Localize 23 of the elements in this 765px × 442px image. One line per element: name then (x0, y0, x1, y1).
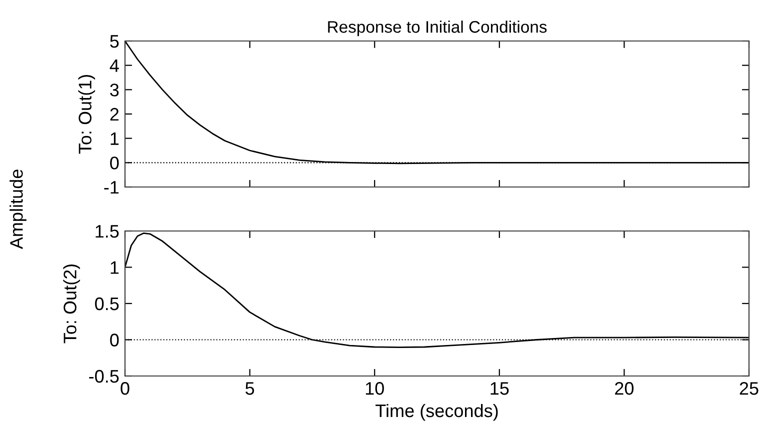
y-tick-label: 0 (110, 334, 119, 346)
y-tick-label: -1 (104, 181, 119, 194)
y-tick-label: 4 (110, 59, 119, 72)
y-tick-label: 5 (110, 35, 119, 48)
y-tick-label: 1 (110, 132, 119, 145)
y-tick-label: 3 (110, 84, 119, 96)
chart-title: Response to Initial Conditions (328, 20, 547, 36)
text: Amplitude (10, 170, 26, 250)
y-axis-title: To: Out(2) (63, 264, 80, 344)
x-tick-label: 20 (615, 382, 634, 395)
y-tick-label: 1.5 (96, 225, 119, 238)
x-axis-title: Time (seconds) (376, 404, 498, 421)
y-tick-label: 0 (110, 156, 119, 170)
y-tick-label: 1 (110, 261, 119, 274)
y-tick-label: 0.5 (95, 297, 119, 310)
y-tick-label: 2 (110, 108, 119, 121)
x-tick-label: 10 (366, 382, 384, 395)
x-tick-label: 5 (246, 382, 254, 395)
x-tick-label: 15 (490, 382, 509, 395)
x-tick-label: 0 (120, 382, 130, 395)
x-tick-label: 25 (740, 382, 758, 395)
y-tick-label: -0.5 (89, 370, 119, 383)
y-axis-title: To: Out(1) (78, 74, 96, 154)
